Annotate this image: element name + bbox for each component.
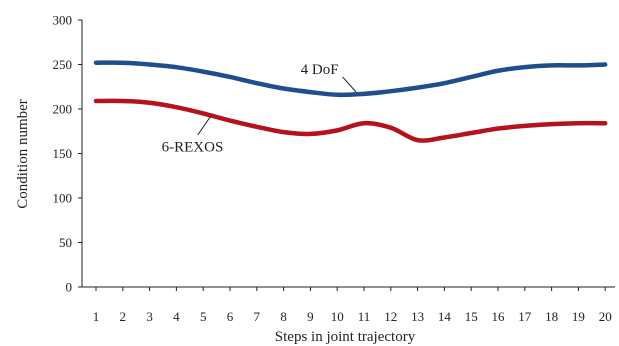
x-tick-label: 8 (280, 309, 287, 324)
x-tick-label: 15 (465, 309, 478, 324)
y-tick-label: 300 (53, 13, 73, 28)
annotation-label-4dof: 4 DoF (301, 62, 339, 78)
y-tick-label: 200 (53, 102, 73, 117)
y-axis-title: Condition number (15, 99, 31, 209)
series-group (93, 60, 608, 143)
x-tick-label: 20 (599, 309, 612, 324)
y-tick-label: 250 (53, 57, 73, 72)
x-tick-label: 16 (492, 309, 506, 324)
x-tick-label: 10 (331, 309, 344, 324)
x-tick-label: 3 (146, 309, 153, 324)
annotations: 4 DoF 6-REXOS (162, 62, 357, 156)
x-tick-label: 12 (384, 309, 397, 324)
y-tick-label: 0 (66, 280, 73, 295)
series-line-6rexos (93, 98, 608, 143)
x-axis-title: Steps in joint trajectory (275, 329, 416, 345)
x-tick-label: 18 (545, 309, 558, 324)
y-tick-label: 150 (53, 146, 73, 161)
x-tick-label: 19 (572, 309, 585, 324)
x-tick-label: 1 (93, 309, 100, 324)
x-tick-label: 13 (411, 309, 424, 324)
x-tick-label: 5 (200, 309, 207, 324)
x-tick-label: 4 (173, 309, 180, 324)
annotation-leader-6rexos (197, 115, 212, 136)
series-line-4dof (93, 60, 608, 98)
y-ticks: 0 50 100 150 200 250 300 (53, 13, 82, 295)
x-tick-label: 2 (120, 309, 127, 324)
x-ticks: 1 2 3 4 5 6 7 8 9 10 11 12 13 14 15 16 17 18 19 20 (93, 287, 612, 324)
x-tick-label: 17 (518, 309, 532, 324)
x-tick-label: 9 (307, 309, 314, 324)
annotation-label-6rexos: 6-REXOS (162, 140, 224, 156)
x-tick-label: 7 (254, 309, 261, 324)
y-tick-label: 50 (59, 235, 72, 250)
annotation-leader-4dof (342, 76, 357, 93)
x-tick-label: 6 (227, 309, 234, 324)
x-tick-label: 14 (438, 309, 452, 324)
y-tick-label: 100 (53, 191, 73, 206)
x-tick-label: 11 (358, 309, 371, 324)
